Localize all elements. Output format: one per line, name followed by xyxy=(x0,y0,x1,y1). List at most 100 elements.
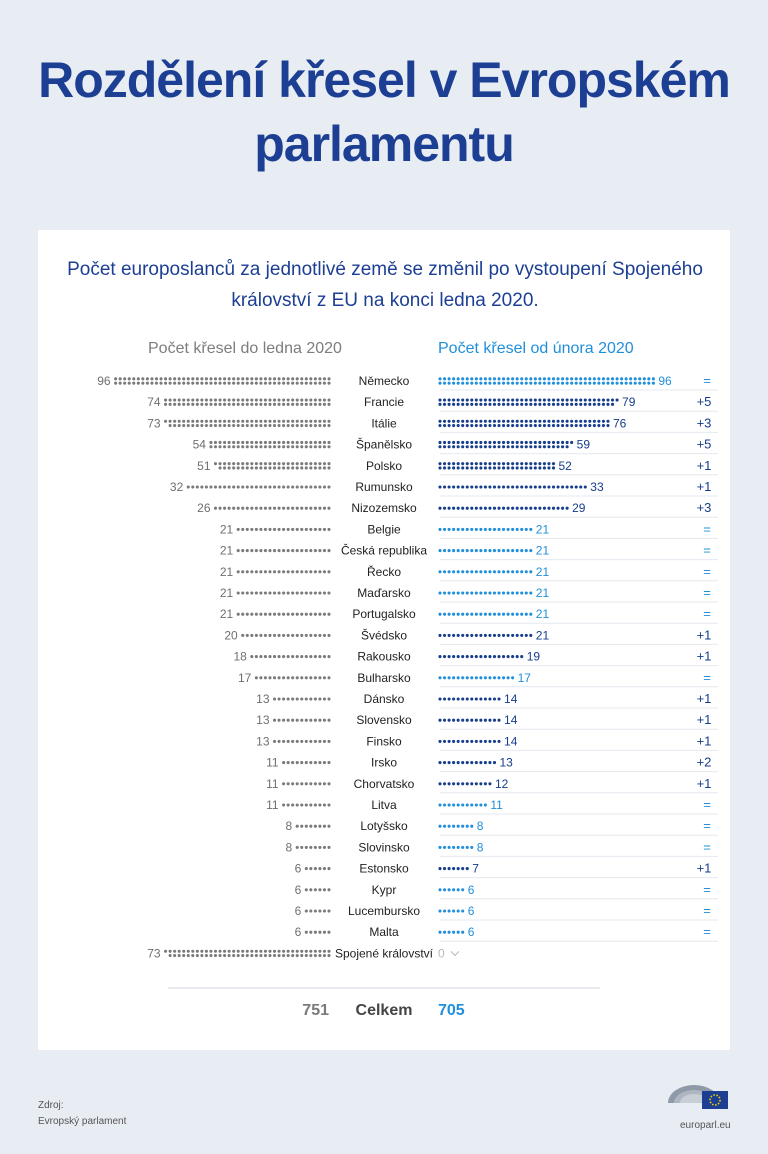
row-19-country-label: Irsko xyxy=(371,756,397,770)
row-9-after-dot xyxy=(465,549,469,553)
row-19-after-dot xyxy=(461,761,465,765)
row-6-before-dot xyxy=(232,485,236,489)
row-5-after-dot xyxy=(461,466,465,470)
row-1-after-dot xyxy=(565,381,569,385)
row-1-after-dot xyxy=(647,377,651,381)
row-11-before-dot xyxy=(245,591,249,595)
row-2-before-dot xyxy=(318,398,322,402)
row-23-before-dot xyxy=(313,845,317,849)
row-14-after-dot xyxy=(511,655,515,659)
row-5-after-dot xyxy=(442,466,447,470)
row-28-before-dot xyxy=(250,949,254,953)
row-27-change-label: = xyxy=(703,924,711,939)
row-6-before-dot xyxy=(327,485,331,489)
row-1-after-dot xyxy=(511,377,515,381)
row-2-before-dot xyxy=(282,402,286,406)
row-11-before-dot xyxy=(236,591,240,595)
row-3-after-dot xyxy=(588,424,592,428)
row-13-after-dot xyxy=(506,633,510,637)
row-2-after-dot xyxy=(506,398,510,402)
row-8-before-dot xyxy=(236,527,240,531)
row-2-after-dot xyxy=(601,402,605,406)
row-11-before-dot xyxy=(300,591,304,595)
row-1-after-dot xyxy=(447,381,451,385)
row-10-before-dot xyxy=(272,570,277,574)
row-13-after-dot xyxy=(465,633,469,637)
row-4-after-dot xyxy=(506,440,510,445)
row-1-after-dot xyxy=(620,381,624,385)
row-6-after-dot xyxy=(574,485,578,489)
row-21-before-dot xyxy=(327,803,331,807)
row-5-before-dot xyxy=(277,466,281,470)
row-11-before-dot xyxy=(309,591,313,595)
row-4-after-dot xyxy=(538,440,542,445)
row-6-before-dot xyxy=(204,485,208,489)
row-15-before-dot xyxy=(268,676,272,680)
row-28-before-dot xyxy=(195,949,199,953)
row-3-before-dot xyxy=(304,424,308,428)
row-8-before-dot xyxy=(268,527,272,531)
row-4-after-dot xyxy=(452,440,456,445)
row-6-after-dot xyxy=(488,485,492,489)
row-28-before-dot xyxy=(286,949,290,953)
row-3-before-dot xyxy=(272,424,277,428)
row-12-before-dot xyxy=(250,612,254,616)
row-6-before-dot xyxy=(213,485,218,489)
row-5-after-dot xyxy=(542,466,546,470)
row-7-after-dot xyxy=(529,506,533,510)
row-8-after-dot xyxy=(502,527,506,531)
row-15-after-dot xyxy=(452,676,456,680)
row-15-before-dot xyxy=(263,676,267,680)
row-1-after-dot xyxy=(574,377,578,381)
row-2-before-dot xyxy=(173,402,177,406)
row-1-before-dot xyxy=(272,381,277,385)
row-8-before-dot xyxy=(318,527,322,531)
row-20-before-dot xyxy=(309,782,313,786)
row-1-after-dot xyxy=(461,381,465,385)
row-1-after-dot xyxy=(452,381,456,385)
row-13-after-dot xyxy=(470,633,474,637)
row-2-after-dot xyxy=(479,402,483,406)
row-5-before-dot xyxy=(309,462,313,466)
row-20-before-label: 11 xyxy=(266,777,279,791)
row-7-before-dot xyxy=(272,506,277,510)
row-2-after-dot xyxy=(456,402,460,406)
row-5-before-dot xyxy=(282,462,286,466)
row-10-after-dot xyxy=(452,570,456,574)
row-7-after-dot xyxy=(438,506,442,510)
row-3-after-dot xyxy=(556,419,560,423)
row-2-after-dot xyxy=(474,402,478,406)
row-1-before-dot xyxy=(173,381,177,385)
row-12-before-dot xyxy=(236,612,240,616)
row-1-before-dot xyxy=(150,381,154,385)
row-3-before-dot xyxy=(177,424,181,428)
row-22-before-dot xyxy=(327,824,331,828)
row-18-before-dot xyxy=(309,739,313,743)
row-17-country-label: Slovensko xyxy=(356,713,412,727)
row-14-before-dot xyxy=(277,655,281,659)
row-9-before-dot xyxy=(241,549,245,553)
row-21-after-label: 11 xyxy=(490,798,503,812)
row-10-after-dot xyxy=(520,570,524,574)
row-1-after-dot xyxy=(483,381,487,385)
row-10-after-dot xyxy=(479,570,483,574)
row-3-before-dot xyxy=(164,419,168,423)
row-12-before-dot xyxy=(300,612,304,616)
row-3-before-dot xyxy=(173,424,177,428)
row-9-after-dot xyxy=(511,549,515,553)
row-18-change-label: +1 xyxy=(697,733,712,748)
row-17-before-dot xyxy=(286,718,290,722)
row-3-after-dot xyxy=(524,419,528,423)
row-4-before-dot xyxy=(250,445,254,449)
row-28-before-dot xyxy=(245,949,249,953)
row-12-before-dot xyxy=(327,612,331,616)
row-21-before-dot xyxy=(304,803,308,807)
row-1-after-dot xyxy=(447,377,451,381)
row-28-country-label: Spojené království xyxy=(335,946,434,960)
row-4-after-dot xyxy=(561,440,565,445)
row-17-after-dot xyxy=(452,718,456,722)
row-11-before-dot xyxy=(286,591,290,595)
row-3-after-dot xyxy=(561,424,565,428)
row-2-after-dot xyxy=(515,402,519,406)
row-26-after-dot xyxy=(452,909,456,913)
